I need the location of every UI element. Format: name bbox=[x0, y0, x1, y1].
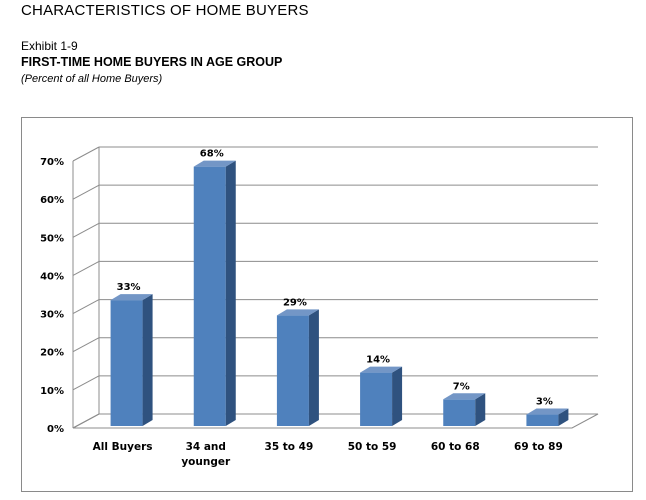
bar-top bbox=[193, 160, 236, 167]
bar bbox=[276, 315, 309, 426]
gridline-depth bbox=[72, 299, 100, 315]
x-tick-label: 69 to 89 bbox=[514, 441, 563, 453]
data-label: 29% bbox=[283, 297, 307, 308]
bar-side bbox=[225, 160, 236, 426]
x-tick-label: younger bbox=[181, 456, 231, 468]
x-tick-label: 60 to 68 bbox=[431, 441, 480, 453]
chart-floor bbox=[72, 413, 599, 429]
bar-side bbox=[475, 393, 486, 426]
gridline-depth bbox=[72, 337, 100, 353]
report-title: CHARACTERISTICS OF HOME BUYERS bbox=[21, 2, 309, 19]
bar-top bbox=[276, 309, 319, 316]
bar-side bbox=[142, 294, 153, 426]
gridline-depth bbox=[72, 375, 100, 391]
y-tick-label: 10% bbox=[40, 386, 64, 397]
x-tick-label: All Buyers bbox=[93, 441, 153, 453]
y-tick-label: 20% bbox=[40, 348, 64, 359]
bar-top bbox=[110, 294, 153, 301]
y-tick-label: 50% bbox=[40, 233, 64, 244]
data-label: 14% bbox=[366, 355, 390, 366]
bar bbox=[110, 300, 143, 426]
bar bbox=[526, 414, 559, 426]
bar-top bbox=[360, 366, 403, 373]
bar bbox=[193, 166, 226, 426]
data-label: 3% bbox=[536, 397, 553, 408]
y-tick-label: 70% bbox=[40, 157, 64, 168]
bar-top bbox=[443, 393, 486, 400]
bar-side bbox=[308, 309, 319, 426]
y-tick-label: 40% bbox=[40, 271, 64, 282]
gridline-depth bbox=[72, 146, 100, 162]
exhibit-number: Exhibit 1-9 bbox=[21, 39, 78, 53]
y-tick-label: 30% bbox=[40, 310, 64, 321]
bar-side bbox=[392, 366, 403, 426]
x-tick-label: 34 and bbox=[186, 441, 226, 453]
gridline-depth bbox=[72, 184, 100, 200]
bar bbox=[360, 372, 393, 426]
bar bbox=[443, 399, 476, 426]
y-tick-label: 60% bbox=[40, 195, 64, 206]
gridline-depth bbox=[72, 222, 100, 238]
x-tick-label: 35 to 49 bbox=[265, 441, 314, 453]
y-tick-label: 0% bbox=[47, 424, 64, 435]
data-label: 33% bbox=[117, 282, 141, 293]
chart-subtitle: (Percent of all Home Buyers) bbox=[21, 73, 163, 85]
x-tick-label: 50 to 59 bbox=[348, 441, 397, 453]
bar-side bbox=[558, 408, 569, 426]
data-label: 7% bbox=[453, 381, 470, 392]
gridline-depth bbox=[72, 260, 100, 276]
chart-title: FIRST-TIME HOME BUYERS IN AGE GROUP bbox=[21, 55, 283, 69]
bar-top bbox=[526, 408, 569, 415]
data-label: 68% bbox=[200, 149, 224, 160]
chart-frame bbox=[21, 117, 633, 492]
